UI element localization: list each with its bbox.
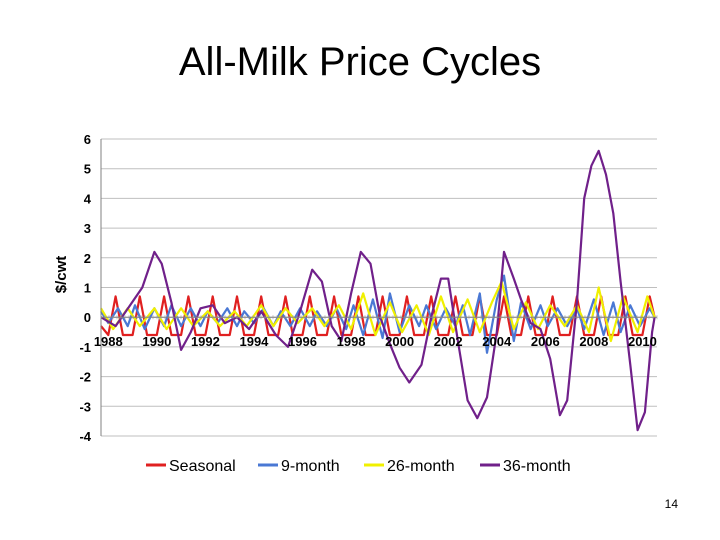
y-axis-label: $/cwt: [53, 256, 70, 294]
x-tick-label: 2010: [628, 334, 657, 349]
slide-title: All-Milk Price Cycles: [178, 40, 542, 84]
y-tick-label: -4: [79, 429, 91, 444]
x-tick-label: 1988: [94, 334, 123, 349]
legend: Seasonal 9-month 26-month 36-month: [146, 458, 571, 475]
page-number: 14: [664, 497, 678, 511]
y-tick-label: -3: [79, 399, 91, 414]
x-tick-label: 2000: [385, 334, 414, 349]
x-tick-label: 1994: [239, 334, 269, 349]
y-tick-label: 4: [84, 191, 92, 206]
series-line-9-month: [100, 274, 656, 354]
legend-label: 9-month: [281, 458, 340, 475]
x-tick-label: 2002: [434, 334, 463, 349]
legend-label: 36-month: [503, 458, 571, 475]
y-tick-label: 5: [84, 162, 91, 177]
x-tick-label: 2006: [531, 334, 560, 349]
y-tick-label: 0: [84, 310, 91, 325]
y-tick-label: 1: [84, 281, 91, 296]
legend-label: Seasonal: [169, 458, 236, 475]
legend-label: 26-month: [387, 458, 455, 475]
x-tick-label: 2008: [579, 334, 608, 349]
gridlines: [101, 138, 657, 437]
y-tick-label: 6: [84, 132, 91, 147]
x-tick-label: 1992: [191, 334, 220, 349]
y-tick-label: 2: [84, 251, 91, 266]
series-line-26-month: [100, 280, 656, 343]
y-tick-label: 3: [84, 221, 91, 236]
x-tick-label: 1990: [142, 334, 171, 349]
x-tick-label: 1996: [288, 334, 317, 349]
x-tick-label: 1998: [337, 334, 366, 349]
y-tick-label: -2: [79, 370, 91, 385]
y-tick-label: -1: [79, 340, 91, 355]
series-lines: [100, 149, 656, 432]
axes: 6 5 4 3 2 1 0 -1 -2 -3 -4 1988 1990 1992 1994 1996 1998 2…: [53, 132, 658, 444]
x-tick-label: 2004: [482, 334, 512, 349]
series-line-36-month: [100, 149, 656, 432]
